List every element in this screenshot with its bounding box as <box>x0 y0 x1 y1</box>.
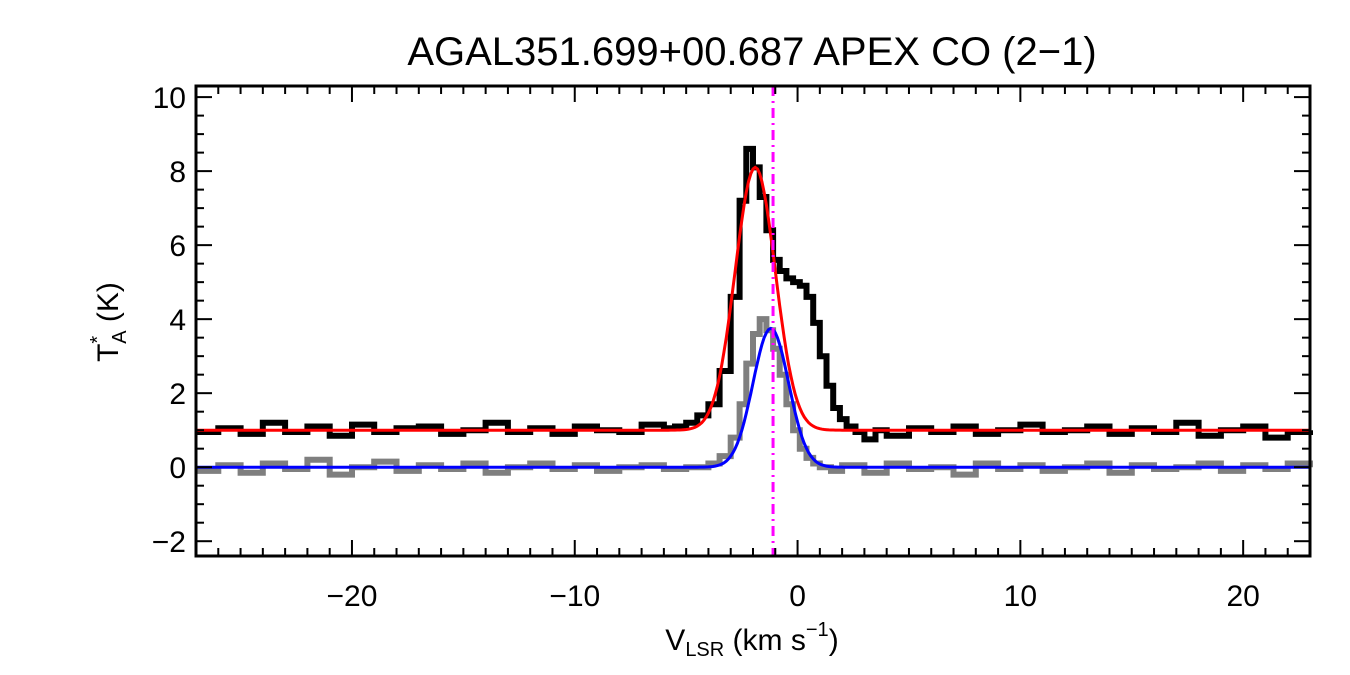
y-tick-label: 6 <box>169 230 186 263</box>
y-tick-label: 8 <box>169 156 186 189</box>
x-axis-label-unit: (km s <box>724 624 806 657</box>
series-layer <box>196 145 1313 478</box>
series-0-steps <box>196 145 1313 443</box>
y-tick-label: 2 <box>169 378 186 411</box>
x-tick-label: −20 <box>327 580 378 613</box>
y-tick-label: 4 <box>169 304 186 337</box>
y-axis-label-main: T <box>92 344 125 362</box>
y-axis-label-sub: A <box>109 330 131 344</box>
series-1-steps <box>196 316 1313 478</box>
y-axis-label-sup: * <box>87 336 109 344</box>
y-axis-label: T*A (K) <box>87 282 131 362</box>
y-axis-label-unit: (K) <box>92 282 125 330</box>
x-axis-label-sub: LSR <box>685 639 724 661</box>
y-tick-label: 10 <box>153 82 186 115</box>
y-tick-label: −2 <box>152 526 186 559</box>
x-axis-label: VLSR (km s−1) <box>665 619 838 661</box>
chart-title: AGAL351.699+00.687 APEX CO (2−1) <box>407 30 1096 74</box>
x-tick-label: 0 <box>789 580 806 613</box>
y-tick-label: 0 <box>169 452 186 485</box>
series-3-fit <box>196 326 1310 469</box>
x-axis-label-close: ) <box>829 624 839 657</box>
x-tick-label: 10 <box>1004 580 1037 613</box>
x-tick-label: 20 <box>1226 580 1259 613</box>
x-tick-label: −10 <box>549 580 600 613</box>
x-axis-label-main: V <box>665 624 685 657</box>
x-axis-label-exp: −1 <box>806 619 829 641</box>
plot-frame <box>194 84 1312 558</box>
series-2-fit <box>196 165 1310 432</box>
